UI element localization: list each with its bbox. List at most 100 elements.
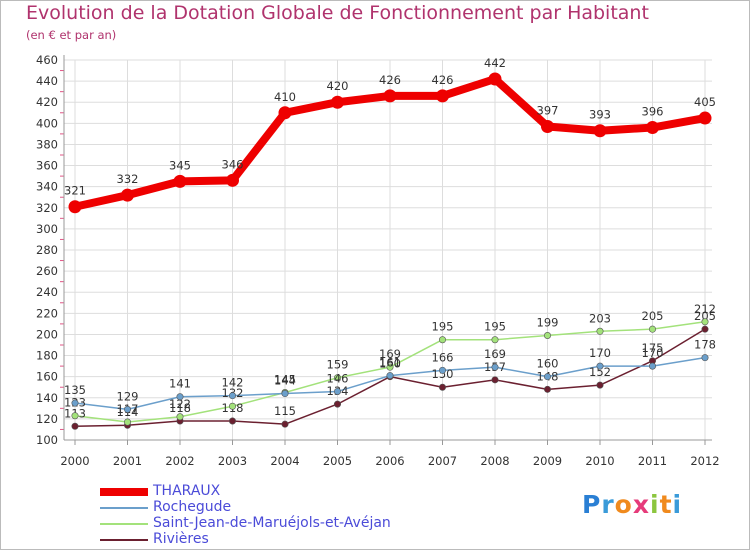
data-point: [491, 336, 499, 344]
legend-label: Saint-Jean-de-Maruéjols-et-Avéjan: [153, 515, 391, 531]
data-label: 160: [537, 357, 559, 371]
data-point: [593, 124, 607, 138]
x-tick-label: 2006: [375, 454, 404, 468]
logo-letter: r: [601, 490, 615, 519]
y-tick-label: 160: [36, 370, 58, 384]
data-label: 145: [274, 373, 296, 387]
legend-label: Rivières: [153, 531, 209, 547]
y-tick-label: 400: [36, 116, 58, 130]
data-point: [698, 111, 712, 125]
data-point: [331, 95, 344, 109]
data-point: [543, 331, 551, 339]
y-tick-label: 300: [36, 222, 58, 236]
data-point: [648, 325, 656, 333]
data-label: 152: [589, 365, 611, 379]
y-tick-label: 120: [36, 412, 58, 426]
y-tick-label: 420: [36, 95, 58, 109]
x-tick-label: 2004: [270, 454, 299, 468]
data-label: 144: [274, 374, 296, 388]
data-point: [541, 120, 554, 133]
data-label: 115: [274, 404, 296, 418]
logo-letter: x: [632, 490, 650, 519]
data-label: 442: [484, 56, 506, 70]
data-point: [229, 417, 237, 425]
data-label: 159: [327, 358, 349, 372]
y-tick-label: 260: [36, 264, 58, 278]
data-point: [333, 374, 341, 382]
legend-swatch: [100, 488, 148, 496]
data-point: [491, 363, 499, 371]
y-tick-label: 340: [36, 180, 58, 194]
x-tick-label: 2005: [323, 454, 352, 468]
data-point: [229, 392, 237, 400]
data-label: 146: [327, 371, 349, 385]
x-tick-label: 2012: [690, 454, 719, 468]
legend-label: THARAUX: [153, 483, 221, 499]
data-label: 169: [379, 347, 401, 361]
y-tick-label: 220: [36, 306, 58, 320]
data-point: [333, 400, 341, 408]
data-label: 346: [222, 157, 244, 171]
data-point: [71, 412, 79, 420]
chart-subtitle: (en € et par an): [26, 28, 117, 42]
data-label: 405: [694, 95, 716, 109]
data-point: [701, 354, 709, 362]
data-label: 166: [432, 350, 454, 364]
data-label: 122: [169, 397, 191, 411]
data-point: [68, 200, 82, 214]
x-tick-label: 2008: [480, 454, 509, 468]
data-label: 426: [379, 73, 401, 87]
y-tick-label: 140: [36, 391, 58, 405]
data-point: [491, 376, 499, 384]
data-label: 205: [694, 309, 716, 323]
data-label: 129: [117, 389, 139, 403]
data-label: 397: [537, 104, 559, 118]
data-point: [173, 174, 187, 188]
data-point: [278, 106, 292, 120]
data-label: 212: [694, 302, 716, 316]
y-tick-label: 200: [36, 327, 58, 341]
data-point: [386, 363, 394, 371]
y-tick-label: 440: [36, 74, 58, 88]
data-point: [438, 336, 446, 344]
logo-letter: o: [614, 490, 633, 519]
data-label: 175: [642, 341, 664, 355]
data-point: [121, 188, 134, 202]
data-label: 199: [537, 316, 559, 330]
data-point: [543, 385, 551, 393]
x-tick-label: 2003: [218, 454, 247, 468]
data-label: 396: [642, 105, 664, 119]
data-label: 141: [169, 377, 191, 391]
data-label: 135: [64, 383, 86, 397]
data-point: [438, 366, 446, 374]
x-tick-label: 2010: [585, 454, 614, 468]
data-point: [543, 373, 551, 381]
data-label: 142: [222, 376, 244, 390]
data-label: 321: [64, 184, 86, 198]
logo-letter: t: [659, 490, 673, 519]
data-label: 118: [169, 401, 191, 415]
x-tick-label: 2001: [113, 454, 142, 468]
legend-swatch: [100, 523, 148, 525]
y-tick-label: 240: [36, 285, 58, 299]
legend-swatch: [100, 507, 148, 509]
data-point: [229, 402, 237, 410]
data-point: [71, 422, 79, 430]
y-tick-label: 360: [36, 159, 58, 173]
data-point: [438, 383, 446, 391]
x-tick-label: 2011: [638, 454, 667, 468]
legend-swatch: [100, 539, 148, 541]
data-label: 195: [432, 320, 454, 334]
x-tick-label: 2009: [533, 454, 562, 468]
y-tick-label: 100: [36, 433, 58, 447]
y-tick-label: 320: [36, 201, 58, 215]
chart-title: Evolution de la Dotation Globale de Fonc…: [26, 2, 649, 24]
proxiti-logo: Proxiti: [582, 490, 682, 519]
data-point: [386, 372, 394, 380]
data-label: 332: [117, 172, 139, 186]
data-label: 169: [484, 347, 506, 361]
data-point: [596, 381, 604, 389]
data-point: [648, 362, 656, 370]
y-tick-label: 280: [36, 243, 58, 257]
